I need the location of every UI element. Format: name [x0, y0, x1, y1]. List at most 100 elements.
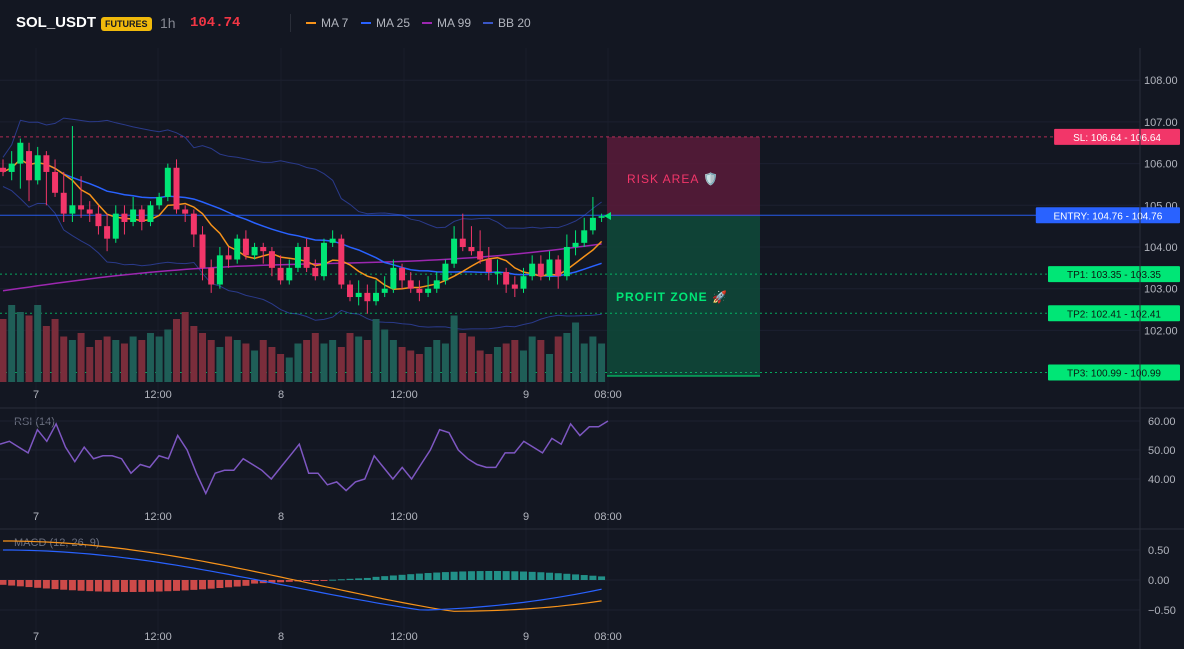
symbol-name[interactable]: SOL_USDT	[16, 14, 97, 31]
candle-body[interactable]	[442, 263, 449, 281]
candle-body[interactable]	[416, 288, 423, 293]
macd-histogram-bar	[173, 580, 180, 591]
legend-bb20[interactable]: BB 20	[483, 16, 531, 30]
legend-ma7[interactable]: MA 7	[306, 16, 348, 30]
candle-body[interactable]	[503, 272, 510, 285]
time-tick-label: 7	[33, 389, 39, 401]
trade-zones[interactable]: RISK AREA 🛡️ PROFIT ZONE 🚀	[607, 137, 760, 377]
candle-body[interactable]	[86, 209, 93, 214]
candle-body[interactable]	[216, 255, 223, 285]
candle-body[interactable]	[147, 205, 154, 222]
candle-body[interactable]	[572, 242, 579, 247]
candle-body[interactable]	[312, 267, 319, 277]
macd-histogram-bar	[528, 571, 536, 580]
candle-body[interactable]	[260, 247, 267, 252]
legend-ma99[interactable]: MA 99	[422, 16, 471, 30]
candle-body[interactable]	[78, 205, 85, 210]
candle-body[interactable]	[581, 230, 588, 243]
candle-body[interactable]	[225, 255, 232, 260]
candle-body[interactable]	[511, 284, 518, 289]
candle-body[interactable]	[173, 167, 180, 210]
candle-body[interactable]	[381, 288, 388, 293]
candle-body[interactable]	[433, 280, 440, 289]
candle-body[interactable]	[459, 238, 466, 247]
candle-body[interactable]	[468, 247, 475, 252]
candle-body[interactable]	[537, 263, 544, 277]
candle-body[interactable]	[0, 167, 6, 172]
candle-body[interactable]	[251, 247, 258, 256]
candle-body[interactable]	[364, 292, 371, 302]
risk-area-box[interactable]	[607, 137, 760, 216]
bb20-swatch-icon	[483, 21, 493, 24]
candle-body[interactable]	[555, 259, 562, 277]
candle-body[interactable]	[390, 267, 397, 289]
candle-body[interactable]	[234, 238, 241, 260]
macd-histogram-bar	[520, 571, 527, 580]
candle-body[interactable]	[69, 205, 76, 214]
candle-body[interactable]	[589, 217, 596, 231]
rsi-tick-label: 50.00	[1148, 445, 1176, 457]
candle-body[interactable]	[190, 213, 197, 235]
volume-bar	[129, 336, 137, 382]
macd-pane[interactable]: 0.50 0.00 −0.50	[0, 540, 1176, 617]
candle-body[interactable]	[104, 226, 111, 239]
candle-body[interactable]	[199, 234, 206, 268]
candle-body[interactable]	[164, 167, 171, 197]
candle-body[interactable]	[8, 163, 15, 172]
candle-body[interactable]	[546, 259, 553, 277]
candle-body[interactable]	[208, 267, 215, 285]
candle-body[interactable]	[17, 142, 24, 164]
candle-body[interactable]	[34, 155, 41, 181]
candle-body[interactable]	[60, 192, 67, 214]
candle-body[interactable]	[407, 280, 414, 289]
candle-body[interactable]	[494, 272, 501, 274]
candle-body[interactable]	[112, 213, 119, 239]
ma7-line	[2, 158, 603, 291]
candle-body[interactable]	[286, 267, 293, 281]
candle-body[interactable]	[156, 196, 163, 206]
rsi-pane[interactable]: 60.00 50.00 40.00	[0, 416, 1176, 496]
candlesticks[interactable]	[0, 126, 611, 314]
candle-body[interactable]	[95, 213, 102, 227]
macd-histogram-bar	[311, 580, 319, 581]
candle-body[interactable]	[598, 216, 605, 218]
level-tags: SL: 106.64 - 106.64 ENTRY: 104.76 - 104.7…	[1035, 128, 1180, 381]
volume-bar	[303, 340, 311, 382]
candle-body[interactable]	[121, 213, 128, 222]
profit-zone-box[interactable]	[607, 216, 760, 376]
candle-body[interactable]	[347, 284, 353, 298]
candle-body[interactable]	[399, 267, 406, 281]
candle-body[interactable]	[303, 247, 310, 268]
candle-body[interactable]	[320, 242, 327, 277]
legend-ma25[interactable]: MA 25	[361, 16, 410, 30]
candle-body[interactable]	[52, 171, 59, 193]
candle-body[interactable]	[294, 247, 301, 268]
volume-bar	[77, 333, 85, 382]
candle-body[interactable]	[242, 238, 249, 256]
candle-body[interactable]	[329, 238, 336, 243]
candle-body[interactable]	[529, 263, 536, 277]
candle-body[interactable]	[425, 288, 432, 293]
macd-histogram-bar	[285, 580, 293, 582]
candle-body[interactable]	[26, 151, 33, 181]
candle-body[interactable]	[373, 292, 380, 302]
timeframe-label[interactable]: 1h	[160, 15, 176, 31]
candle-body[interactable]	[138, 209, 145, 222]
candle-body[interactable]	[355, 292, 362, 298]
macd-histogram-bar	[277, 580, 285, 583]
candle-body[interactable]	[485, 259, 492, 273]
candle-body[interactable]	[451, 238, 458, 264]
volume-bar	[34, 305, 42, 382]
candle-body[interactable]	[477, 251, 484, 260]
candle-body[interactable]	[43, 155, 50, 172]
candle-body[interactable]	[268, 251, 275, 268]
volume-bar	[60, 336, 68, 382]
candle-body[interactable]	[182, 209, 189, 214]
candle-body[interactable]	[277, 267, 284, 281]
candle-body[interactable]	[338, 238, 345, 285]
candle-body[interactable]	[130, 209, 137, 222]
candle-body[interactable]	[563, 247, 570, 277]
volume-bar	[346, 333, 354, 382]
candle-body[interactable]	[520, 276, 527, 289]
